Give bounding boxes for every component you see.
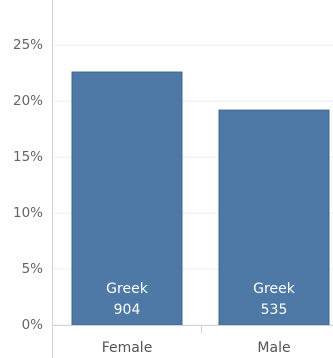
labels: 0% 5% 10% 15% 20% 25% Greek 904 Female Greek 535 Ma… [13, 37, 296, 356]
y-tick-label: 20% [13, 93, 43, 109]
bar-label-line2: 904 [114, 302, 141, 318]
x-category-label: Female [102, 340, 153, 356]
y-tick-label: 5% [22, 261, 44, 277]
bar-male [218, 109, 330, 326]
bar-label-line1: Greek [253, 281, 296, 297]
y-tick-label: 0% [22, 317, 44, 333]
y-tick-label: 25% [13, 37, 43, 53]
x-category-label: Male [257, 340, 290, 356]
bar-label-line2: 535 [261, 302, 288, 318]
bar-label-line1: Greek [106, 281, 149, 297]
axes [52, 0, 333, 358]
y-tick-label: 15% [13, 149, 43, 165]
bars [71, 71, 330, 326]
y-tick-label: 10% [13, 205, 43, 221]
